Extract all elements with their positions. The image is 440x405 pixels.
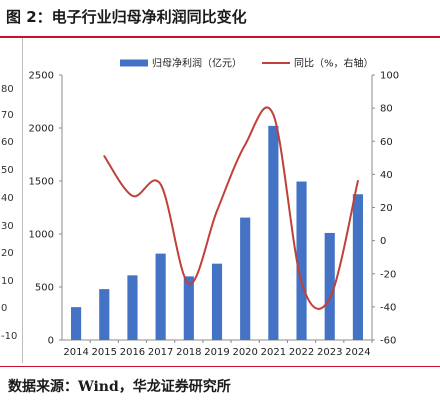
right-tick-label: -40 — [380, 302, 396, 313]
ghost-tick-label: 50 — [1, 165, 14, 176]
left-tick-label: 1500 — [29, 177, 54, 188]
bar — [183, 276, 194, 340]
x-tick-label: 2016 — [120, 347, 145, 358]
left-tick-label: 0 — [48, 336, 54, 347]
x-tick-label: 2022 — [289, 347, 314, 358]
bar — [240, 217, 251, 340]
ghost-tick-label: 60 — [1, 137, 14, 148]
right-tick-label: 80 — [380, 104, 393, 115]
left-cropped-chart-strip: 80 70 60 50 40 30 20 10 0 -10 — [0, 38, 23, 363]
x-tick-label: 2019 — [204, 347, 229, 358]
bar — [296, 181, 307, 340]
right-tick-label: -20 — [380, 269, 396, 280]
right-tick-label: 60 — [380, 137, 393, 148]
x-tick-label: 2023 — [317, 347, 342, 358]
left-tick-label: 2000 — [29, 124, 54, 135]
right-tick-label: 20 — [380, 203, 393, 214]
ghost-tick-label: -10 — [1, 331, 18, 342]
legend-line-label: 同比（%，右轴） — [294, 57, 374, 70]
bar — [99, 289, 110, 340]
ghost-tick-label: 0 — [1, 303, 8, 314]
ghost-tick-label: 80 — [1, 84, 14, 95]
x-tick-label: 2014 — [63, 347, 88, 358]
bar — [71, 307, 82, 340]
title-divider — [0, 36, 440, 38]
bar — [324, 232, 335, 340]
bar — [155, 253, 166, 340]
left-tick-label: 1000 — [29, 230, 54, 241]
legend-bar-swatch — [120, 59, 148, 67]
bar — [352, 194, 363, 340]
right-tick-label: 100 — [380, 71, 399, 82]
x-tick-label: 2015 — [92, 347, 117, 358]
left-tick-label: 500 — [35, 283, 54, 294]
legend-bar-label: 归母净利润（亿元） — [152, 57, 242, 70]
x-tick-label: 2018 — [176, 347, 201, 358]
right-tick-label: 40 — [380, 170, 393, 181]
left-tick-label: 2500 — [29, 71, 54, 82]
ghost-tick-label: 40 — [1, 193, 14, 204]
bar — [127, 275, 138, 340]
ghost-tick-label: 70 — [1, 110, 14, 121]
figure-title: 图 2：电子行业归母净利润同比变化 — [6, 8, 247, 26]
ghost-tick-label: 10 — [1, 276, 14, 287]
x-tick-label: 2021 — [261, 347, 286, 358]
ghost-tick-label: 30 — [1, 221, 14, 232]
bar — [268, 125, 279, 340]
source-divider — [0, 366, 440, 367]
source-note: 数据来源：Wind，华龙证券研究所 — [8, 379, 231, 395]
ghost-tick-label: 20 — [1, 248, 14, 259]
right-tick-label: -60 — [380, 336, 396, 347]
yoy-line — [103, 106, 359, 310]
bar — [211, 263, 223, 340]
x-tick-label: 2017 — [148, 347, 173, 358]
x-tick-label: 2020 — [232, 347, 257, 358]
right-tick-label: 0 — [380, 236, 386, 247]
x-tick-label: 2024 — [345, 347, 370, 358]
